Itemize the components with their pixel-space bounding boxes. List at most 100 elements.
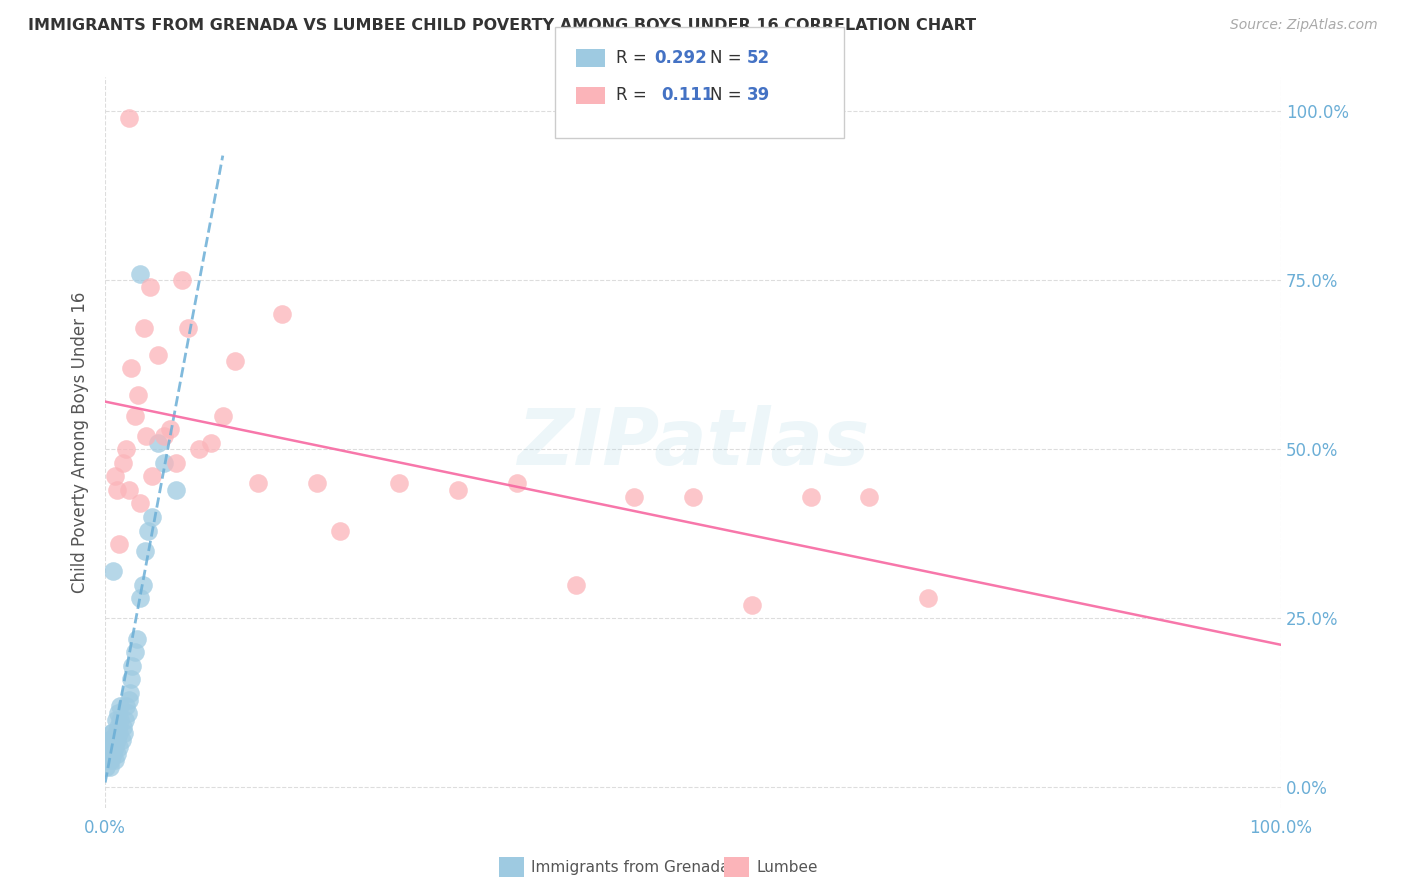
Point — [115, 699, 138, 714]
Y-axis label: Child Poverty Among Boys Under 16: Child Poverty Among Boys Under 16 — [72, 292, 89, 593]
Point — [108, 739, 131, 754]
Text: Lumbee: Lumbee — [756, 860, 818, 874]
Point — [111, 456, 134, 470]
Text: 0.292: 0.292 — [654, 49, 707, 67]
Text: 0.111: 0.111 — [661, 87, 713, 104]
Point — [506, 476, 529, 491]
Point — [153, 429, 176, 443]
Point — [305, 476, 328, 491]
Point — [118, 483, 141, 497]
Point — [917, 591, 939, 606]
Point — [110, 713, 132, 727]
Point — [105, 483, 128, 497]
Point — [110, 699, 132, 714]
Point — [104, 739, 127, 754]
Point — [159, 422, 181, 436]
Point — [741, 598, 763, 612]
Point — [270, 307, 292, 321]
Point — [200, 435, 222, 450]
Point — [800, 490, 823, 504]
Point — [141, 469, 163, 483]
Point — [165, 483, 187, 497]
Point — [107, 706, 129, 720]
Point — [125, 632, 148, 646]
Point — [682, 490, 704, 504]
Text: 39: 39 — [747, 87, 770, 104]
Point — [104, 753, 127, 767]
Point — [146, 348, 169, 362]
Point — [98, 760, 121, 774]
Point — [97, 747, 120, 761]
Point — [224, 354, 246, 368]
Point — [104, 726, 127, 740]
Point — [141, 510, 163, 524]
Point — [124, 645, 146, 659]
Text: R =: R = — [616, 49, 652, 67]
Point — [117, 706, 139, 720]
Text: Source: ZipAtlas.com: Source: ZipAtlas.com — [1230, 18, 1378, 32]
Point — [118, 111, 141, 125]
Point — [118, 692, 141, 706]
Point — [134, 543, 156, 558]
Point — [135, 429, 157, 443]
Point — [129, 591, 152, 606]
Point — [146, 435, 169, 450]
Point — [121, 658, 143, 673]
Text: R =: R = — [616, 87, 657, 104]
Point — [112, 726, 135, 740]
Point — [165, 456, 187, 470]
Point — [129, 496, 152, 510]
Point — [120, 673, 142, 687]
Point — [858, 490, 880, 504]
Point — [98, 733, 121, 747]
Point — [104, 713, 127, 727]
Point — [132, 320, 155, 334]
Text: N =: N = — [710, 87, 747, 104]
Point — [127, 388, 149, 402]
Point — [103, 733, 125, 747]
Point — [136, 524, 159, 538]
Point — [132, 577, 155, 591]
Point — [97, 739, 120, 754]
Point — [105, 733, 128, 747]
Point — [107, 720, 129, 734]
Text: Immigrants from Grenada: Immigrants from Grenada — [531, 860, 730, 874]
Point — [211, 409, 233, 423]
Point — [153, 456, 176, 470]
Point — [108, 726, 131, 740]
Point — [129, 267, 152, 281]
Point — [98, 739, 121, 754]
Point — [188, 442, 211, 457]
Point — [623, 490, 645, 504]
Point — [97, 739, 120, 754]
Point — [114, 713, 136, 727]
Point — [100, 726, 122, 740]
Point — [101, 739, 124, 754]
Point — [247, 476, 270, 491]
Point — [105, 747, 128, 761]
Point — [111, 720, 134, 734]
Point — [118, 686, 141, 700]
Point — [564, 577, 586, 591]
Point — [100, 753, 122, 767]
Point — [100, 747, 122, 761]
Point — [96, 753, 118, 767]
Point — [115, 442, 138, 457]
Point — [124, 409, 146, 423]
Point — [96, 760, 118, 774]
Text: 52: 52 — [747, 49, 769, 67]
Text: N =: N = — [710, 49, 747, 67]
Point — [120, 361, 142, 376]
Point — [103, 564, 125, 578]
Point — [176, 320, 198, 334]
Point — [388, 476, 411, 491]
Text: IMMIGRANTS FROM GRENADA VS LUMBEE CHILD POVERTY AMONG BOYS UNDER 16 CORRELATION : IMMIGRANTS FROM GRENADA VS LUMBEE CHILD … — [28, 18, 976, 33]
Point — [170, 273, 193, 287]
Point — [103, 747, 125, 761]
Text: ZIPatlas: ZIPatlas — [517, 405, 869, 481]
Point — [329, 524, 352, 538]
Point — [97, 733, 120, 747]
Point — [111, 733, 134, 747]
Point — [447, 483, 470, 497]
Point — [101, 726, 124, 740]
